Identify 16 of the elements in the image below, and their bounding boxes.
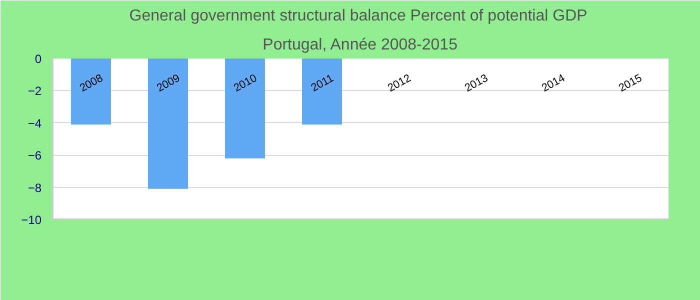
x-tick-label: 2008 bbox=[78, 72, 106, 95]
x-tick-label: 2009 bbox=[154, 72, 182, 95]
x-tick-label: 2015 bbox=[616, 72, 644, 95]
y-tick-label: −8 bbox=[28, 180, 42, 195]
x-tick-label: 2014 bbox=[540, 72, 568, 95]
x-tick-label: 2012 bbox=[386, 72, 414, 95]
x-tick-label: 2010 bbox=[232, 72, 260, 95]
y-tick-label: −4 bbox=[28, 116, 42, 130]
chart-title: General government structural balance Percent of potential GDP bbox=[129, 8, 588, 24]
chart-subtitle: Portugal, Année 2008-2015 bbox=[262, 36, 458, 54]
y-tick-label: −6 bbox=[28, 148, 42, 163]
y-tick-label: 0 bbox=[34, 52, 42, 66]
y-tick-label: −2 bbox=[28, 84, 42, 98]
y-tick-label: −10 bbox=[21, 213, 42, 227]
x-tick-label: 2011 bbox=[309, 72, 336, 94]
x-tick-label: 2013 bbox=[462, 72, 490, 95]
